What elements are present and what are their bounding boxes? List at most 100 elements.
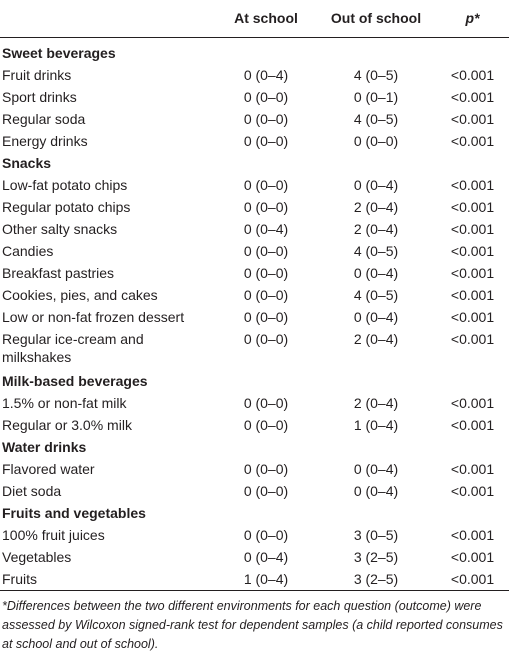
at-school-value: 0 (0–4) bbox=[243, 221, 289, 237]
header-p-value: p* bbox=[465, 10, 480, 26]
p-value: <0.001 bbox=[450, 483, 495, 499]
out-of-school-value: 2 (0–4) bbox=[353, 199, 399, 215]
bottom-rule bbox=[0, 590, 509, 591]
out-of-school-value: 2 (0–4) bbox=[353, 395, 399, 411]
at-school-value: 1 (0–4) bbox=[243, 571, 289, 587]
section-label: Fruits and vegetables bbox=[2, 505, 146, 521]
out-of-school-value: 4 (0–5) bbox=[353, 243, 399, 259]
footnote: *Differences between the two different e… bbox=[2, 599, 503, 651]
section-label: Water drinks bbox=[2, 439, 87, 455]
p-value: <0.001 bbox=[450, 199, 495, 215]
row-label: Regular or 3.0% milk bbox=[2, 417, 132, 433]
out-of-school-value: 4 (0–5) bbox=[353, 67, 399, 83]
out-of-school-value: 1 (0–4) bbox=[353, 417, 399, 433]
at-school-value: 0 (0–0) bbox=[243, 395, 289, 411]
p-value: <0.001 bbox=[450, 331, 495, 347]
row-label: Candies bbox=[2, 243, 54, 259]
p-value: <0.001 bbox=[450, 287, 495, 303]
row-label: Low or non-fat frozen dessert bbox=[2, 309, 185, 325]
row-label: Regular potato chips bbox=[2, 199, 131, 215]
table-row: Fruits 1 (0–4) 3 (2–5) <0.001 bbox=[0, 568, 509, 590]
row-label-line: milkshakes bbox=[2, 349, 72, 365]
row-label: Fruit drinks bbox=[2, 67, 72, 83]
row-label-line: Regular ice-cream and bbox=[2, 331, 144, 347]
at-school-value: 0 (0–0) bbox=[243, 177, 289, 193]
section-label: Snacks bbox=[2, 155, 52, 171]
at-school-value: 0 (0–0) bbox=[243, 417, 289, 433]
at-school-value: 0 (0–0) bbox=[243, 89, 289, 105]
at-school-value: 0 (0–0) bbox=[243, 527, 289, 543]
out-of-school-value: 0 (0–4) bbox=[353, 265, 399, 281]
row-label: Flavored water bbox=[2, 461, 95, 477]
row-label: Sport drinks bbox=[2, 89, 77, 105]
p-value: <0.001 bbox=[450, 527, 495, 543]
p-value: <0.001 bbox=[450, 67, 495, 83]
p-value: <0.001 bbox=[450, 89, 495, 105]
p-value: <0.001 bbox=[450, 221, 495, 237]
row-label: Energy drinks bbox=[2, 133, 88, 149]
p-value: <0.001 bbox=[450, 111, 495, 127]
table-row: Regular or 3.0% milk 0 (0–0) 1 (0–4) <0.001 bbox=[0, 414, 509, 436]
row-label: Cookies, pies, and cakes bbox=[2, 287, 158, 303]
p-value: <0.001 bbox=[450, 265, 495, 281]
out-of-school-value: 3 (2–5) bbox=[353, 549, 399, 565]
table-row: Sport drinks 0 (0–0) 0 (0–1) <0.001 bbox=[0, 86, 509, 108]
row-label: Regular ice-cream and milkshakes bbox=[2, 328, 144, 366]
p-value: <0.001 bbox=[450, 461, 495, 477]
row-label: Fruits bbox=[2, 571, 37, 587]
at-school-value: 0 (0–0) bbox=[243, 265, 289, 281]
row-label: 100% fruit juices bbox=[2, 527, 105, 543]
at-school-value: 0 (0–0) bbox=[243, 483, 289, 499]
p-value: <0.001 bbox=[450, 133, 495, 149]
at-school-value: 0 (0–0) bbox=[243, 243, 289, 259]
p-value: <0.001 bbox=[450, 177, 495, 193]
table-row: Low or non-fat frozen dessert 0 (0–0) 0 (0… bbox=[0, 306, 509, 328]
table-row: Candies 0 (0–0) 4 (0–5) <0.001 bbox=[0, 240, 509, 262]
out-of-school-value: 0 (0–4) bbox=[353, 483, 399, 499]
at-school-value: 0 (0–4) bbox=[243, 549, 289, 565]
table-row: Other salty snacks 0 (0–4) 2 (0–4) <0.001 bbox=[0, 218, 509, 240]
at-school-value: 0 (0–0) bbox=[243, 461, 289, 477]
section-header-row: Snacks bbox=[0, 152, 509, 174]
section-header-row: Sweet beverages bbox=[0, 42, 509, 64]
row-label: Low-fat potato chips bbox=[2, 177, 128, 193]
row-label: Regular soda bbox=[2, 111, 86, 127]
section-header-row: Fruits and vegetables bbox=[0, 502, 509, 524]
out-of-school-value: 0 (0–4) bbox=[353, 309, 399, 325]
out-of-school-value: 0 (0–4) bbox=[353, 177, 399, 193]
p-value: <0.001 bbox=[450, 549, 495, 565]
at-school-value: 0 (0–0) bbox=[243, 111, 289, 127]
out-of-school-value: 3 (2–5) bbox=[353, 571, 399, 587]
header-out-of-school: Out of school bbox=[330, 10, 422, 26]
row-label: Breakfast pastries bbox=[2, 265, 115, 281]
at-school-value: 0 (0–0) bbox=[243, 199, 289, 215]
section-label: Sweet beverages bbox=[2, 45, 116, 61]
out-of-school-value: 0 (0–1) bbox=[353, 89, 399, 105]
row-label: Vegetables bbox=[2, 549, 72, 565]
section-header-row: Water drinks bbox=[0, 436, 509, 458]
out-of-school-value: 0 (0–4) bbox=[353, 461, 399, 477]
row-label: Diet soda bbox=[2, 483, 62, 499]
p-value: <0.001 bbox=[450, 417, 495, 433]
table-row: Regular ice-cream and milkshakes 0 (0–0) 2 … bbox=[0, 328, 509, 368]
table-row: Vegetables 0 (0–4) 3 (2–5) <0.001 bbox=[0, 546, 509, 568]
out-of-school-value: 4 (0–5) bbox=[353, 111, 399, 127]
table-row: Energy drinks 0 (0–0) 0 (0–0) <0.001 bbox=[0, 130, 509, 152]
table-row: Cookies, pies, and cakes 0 (0–0) 4 (0–5) <0… bbox=[0, 284, 509, 306]
table-row: 100% fruit juices 0 (0–0) 3 (0–5) <0.001 bbox=[0, 524, 509, 546]
section-header-row: Milk-based beverages bbox=[0, 370, 509, 392]
table-row: Breakfast pastries 0 (0–0) 0 (0–4) <0.001 bbox=[0, 262, 509, 284]
out-of-school-value: 2 (0–4) bbox=[353, 331, 399, 347]
p-value: <0.001 bbox=[450, 571, 495, 587]
table-row: Diet soda 0 (0–0) 0 (0–4) <0.001 bbox=[0, 480, 509, 502]
out-of-school-value: 3 (0–5) bbox=[353, 527, 399, 543]
table-row: Flavored water 0 (0–0) 0 (0–4) <0.001 bbox=[0, 458, 509, 480]
table-row: Regular potato chips 0 (0–0) 2 (0–4) <0.001 bbox=[0, 196, 509, 218]
at-school-value: 0 (0–0) bbox=[243, 309, 289, 325]
p-value: <0.001 bbox=[450, 395, 495, 411]
table-header: At school Out of school p* bbox=[0, 6, 509, 30]
out-of-school-value: 2 (0–4) bbox=[353, 221, 399, 237]
p-value: <0.001 bbox=[450, 309, 495, 325]
out-of-school-value: 0 (0–0) bbox=[353, 133, 399, 149]
